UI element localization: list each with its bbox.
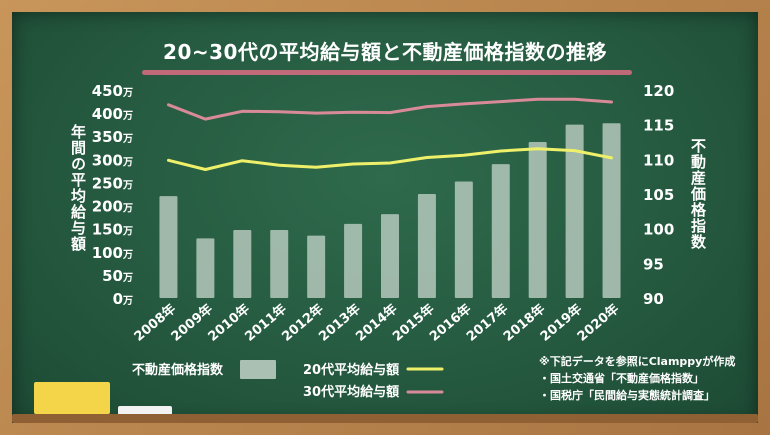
left-tick-label: 450万 (92, 82, 133, 100)
left-tick-label: 400万 (92, 105, 133, 123)
source-note-2: ・国土交通省「不動産価格指数」 (539, 372, 704, 385)
left-tick-label: 150万 (92, 221, 133, 239)
left-tick-label: 0万 (113, 290, 133, 308)
left-tick-label: 300万 (92, 151, 133, 169)
legend-label-index: 不動産価格指数 (132, 362, 224, 378)
white-chalk-stick (118, 406, 172, 415)
left-axis-label: 年間の平均給与額 (69, 124, 87, 252)
line-30s-salary (167, 97, 613, 121)
right-tick-label: 100 (643, 221, 674, 239)
left-tick-label: 200万 (92, 198, 133, 216)
right-tick-label: 105 (643, 186, 674, 204)
index-bar (233, 230, 252, 298)
index-bar (159, 196, 178, 298)
legend-swatch-index (240, 360, 276, 379)
index-bar (270, 230, 289, 298)
chalk-tray (12, 414, 758, 423)
title-underline (142, 70, 632, 75)
left-tick-label: 50万 (102, 267, 133, 285)
right-tick-label: 120 (643, 82, 674, 100)
index-bar (196, 238, 215, 298)
legend-label-30s: 30代平均給与額 (303, 384, 399, 400)
source-note-1: ※下記データを参照にClamppyが作成 (539, 355, 736, 368)
legend-label-20s: 20代平均給与額 (303, 362, 399, 378)
yellow-chalk-eraser (34, 382, 110, 414)
index-bar (528, 142, 547, 298)
index-bar (602, 123, 621, 298)
index-bar (344, 223, 363, 298)
right-tick-label: 90 (643, 290, 664, 308)
right-tick-label: 95 (643, 255, 664, 273)
left-tick-label: 350万 (92, 128, 133, 146)
left-tick-label: 100万 (92, 244, 133, 262)
x-tick-label: 2020年 (574, 301, 622, 345)
index-bar (491, 164, 510, 298)
index-bar (454, 181, 473, 298)
chart-title: 20~30代の平均給与額と不動産価格指数の推移 (163, 40, 607, 64)
index-bar (417, 194, 436, 298)
right-axis-label: 不動産価格指数 (689, 138, 707, 250)
line-20s-salary (167, 147, 613, 171)
right-tick-label: 115 (643, 117, 674, 135)
index-bar (307, 235, 326, 298)
index-bar (381, 214, 399, 298)
left-tick-label: 250万 (92, 174, 133, 192)
right-tick-label: 110 (643, 151, 674, 169)
index-bar (565, 124, 584, 299)
source-note-3: ・国税庁「民間給与実態統計調査」 (539, 389, 715, 402)
